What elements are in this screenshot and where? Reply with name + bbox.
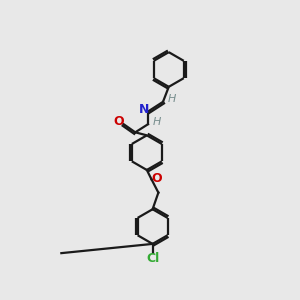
Text: O: O [151,172,162,185]
Text: N: N [139,103,149,116]
Text: Cl: Cl [146,252,159,265]
Text: H: H [168,94,176,104]
Text: O: O [114,115,124,128]
Text: H: H [153,117,161,128]
